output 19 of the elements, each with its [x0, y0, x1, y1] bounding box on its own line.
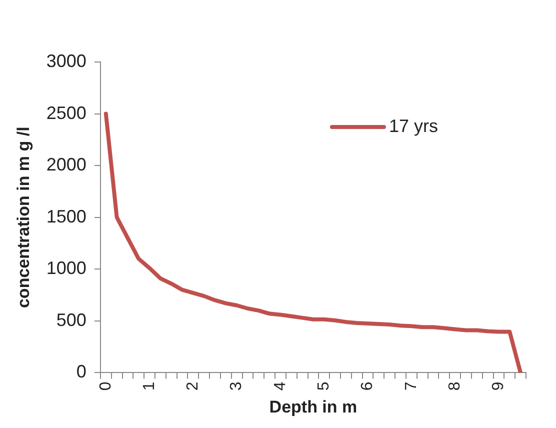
x-tick-label: 9	[490, 382, 508, 391]
y-tick-label: 2000	[46, 154, 86, 175]
x-tick-label: 3	[228, 382, 246, 391]
x-axis-title: Depth in m	[269, 397, 358, 416]
x-tick-label: 1	[140, 382, 158, 391]
legend-label: 17 yrs	[388, 116, 438, 136]
x-tick-label: 7	[402, 382, 420, 391]
y-tick-label: 3000	[46, 50, 86, 71]
x-tick-label: 4	[272, 382, 289, 391]
y-tick-label: 1500	[46, 206, 86, 226]
y-tick-label: 2500	[46, 102, 86, 123]
x-tick-label: 8	[446, 382, 464, 391]
x-tick-label: 5	[316, 382, 333, 391]
y-axis-title: concentration in m g /l	[14, 126, 33, 308]
x-tick-label: 2	[184, 382, 202, 391]
y-tick-label: 500	[56, 310, 86, 330]
y-tick-label: 1000	[46, 258, 86, 278]
x-tick-label: 6	[359, 382, 376, 391]
x-tick-label: 0	[97, 382, 114, 391]
